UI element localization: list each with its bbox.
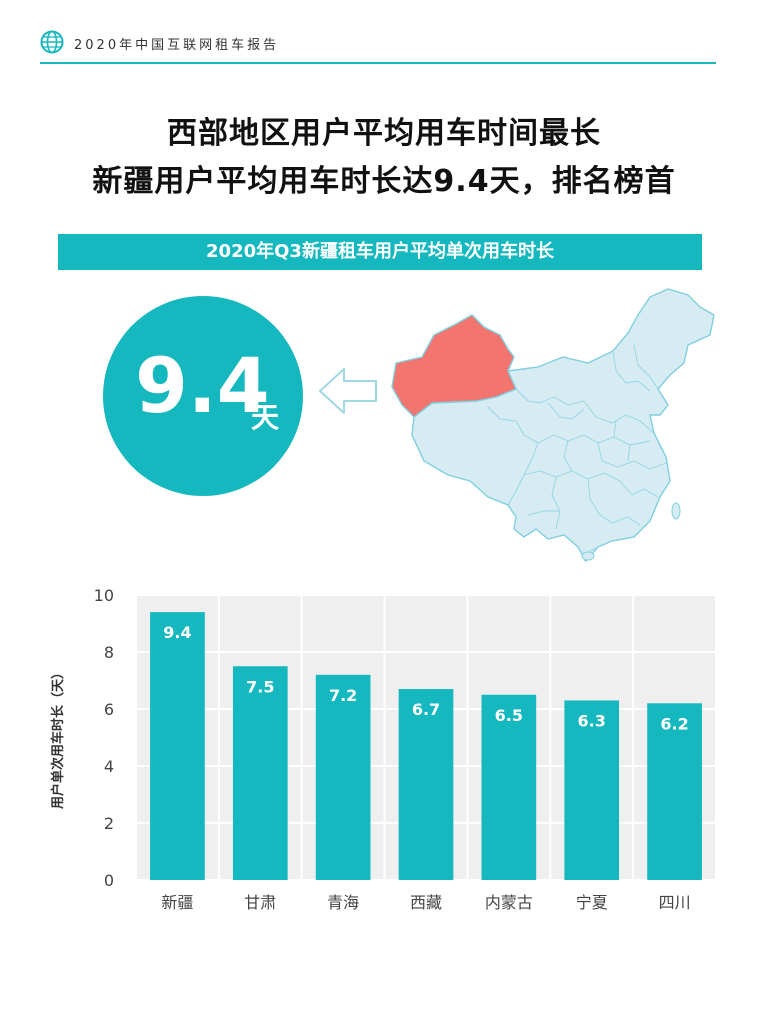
highlight-value: 9.4 [135, 341, 270, 430]
highlight-unit: 天 [251, 401, 280, 434]
y-tick-label: 2 [104, 814, 114, 833]
x-tick-label: 四川 [659, 893, 691, 912]
bar-4 [481, 694, 537, 880]
x-axis-ticks: 新疆 甘肃 青海 西藏 内蒙古 宁夏 四川 [161, 893, 690, 912]
y-axis-label: 用户单次用车时长（天） [50, 666, 66, 810]
bar-value-label: 6.5 [495, 706, 523, 725]
report-title: 2020年中国互联网租车报告 [74, 38, 280, 53]
bar-1 [232, 666, 288, 880]
bar-value-label: 7.2 [329, 686, 357, 705]
section-banner: 2020年Q3新疆租车用户平均单次用车时长 [58, 234, 702, 270]
bar-5 [564, 700, 620, 880]
bar-value-label: 6.3 [578, 711, 606, 730]
y-tick-label: 8 [104, 643, 114, 662]
globe-icon [40, 30, 64, 54]
headline-line-2: 新疆用户平均用车时长达9.4天，排名榜首 [92, 164, 676, 199]
arrow-left-icon [319, 368, 377, 414]
report-header: 2020年中国互联网租车报告 [40, 28, 716, 64]
y-tick-label: 0 [104, 871, 114, 890]
data-labels: 9.4 7.5 7.2 6.7 6.5 6.3 6.2 [163, 623, 688, 733]
xinjiang-region [391, 314, 517, 418]
bar-chart: 9.4 7.5 7.2 6.7 6.5 6.3 6.2 0 2 4 6 8 10 新疆 甘肃 青海 西藏 内蒙… [50, 586, 717, 912]
highlight-circle: 9.4 天 [103, 296, 303, 496]
x-tick-label: 新疆 [161, 893, 193, 912]
bar-series [150, 612, 702, 880]
bar-2 [315, 674, 371, 880]
x-tick-label: 西藏 [410, 893, 442, 912]
bar-value-label: 6.7 [412, 700, 440, 719]
bar-0 [150, 612, 205, 880]
province-borders [487, 344, 667, 562]
x-tick-label: 青海 [327, 893, 359, 912]
y-tick-label: 10 [94, 586, 114, 605]
bar-value-label: 7.5 [246, 677, 274, 696]
y-tick-label: 6 [104, 700, 114, 719]
x-tick-label: 内蒙古 [485, 893, 533, 912]
bar-value-label: 9.4 [163, 623, 191, 642]
china-map [391, 288, 715, 563]
headline-line-1: 西部地区用户平均用车时间最长 [167, 116, 601, 151]
bar-value-label: 6.2 [660, 714, 688, 733]
taiwan-island [671, 502, 681, 520]
china-map-outline [411, 288, 715, 563]
y-axis-ticks: 0 2 4 6 8 10 [94, 586, 114, 890]
bar-6 [647, 703, 702, 880]
y-tick-label: 4 [104, 757, 114, 776]
header-divider [40, 62, 716, 64]
x-tick-label: 宁夏 [576, 893, 608, 912]
hainan-island [581, 551, 595, 561]
grid-lines [135, 594, 717, 881]
x-tick-label: 甘肃 [244, 893, 276, 912]
bar-3 [398, 689, 454, 880]
